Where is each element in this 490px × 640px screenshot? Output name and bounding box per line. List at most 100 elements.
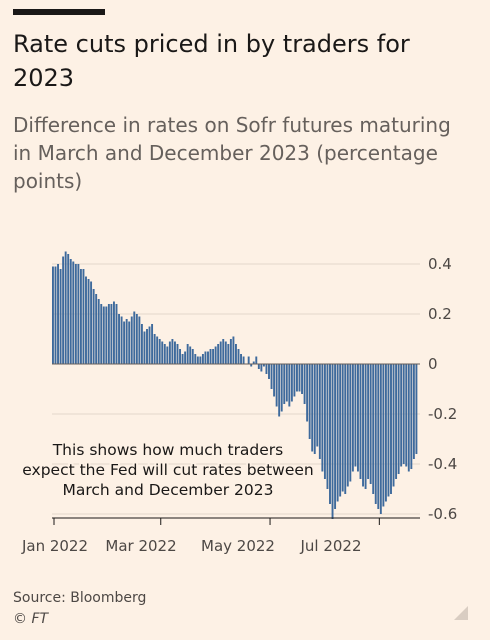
bar — [52, 266, 54, 364]
bar — [189, 346, 192, 364]
bar — [407, 364, 410, 472]
bar — [402, 364, 405, 464]
bar — [69, 259, 72, 364]
bar — [102, 306, 105, 364]
bar — [326, 364, 329, 489]
bar — [397, 364, 400, 474]
bar — [374, 364, 377, 504]
bar — [268, 364, 270, 379]
bar — [224, 341, 227, 364]
bar — [387, 364, 390, 497]
bar — [336, 364, 339, 502]
x-tick-label: May 2022 — [201, 537, 275, 555]
bar — [334, 364, 337, 509]
chart-title: Rate cuts priced in by traders for 2023 — [13, 30, 410, 92]
bar — [194, 354, 197, 364]
bar — [72, 261, 75, 364]
bar — [280, 364, 283, 412]
bar — [54, 266, 57, 364]
bar — [85, 276, 87, 364]
bar — [273, 364, 276, 397]
bar — [67, 254, 70, 364]
bar — [329, 364, 331, 504]
bar — [212, 349, 215, 364]
bar — [359, 364, 362, 479]
bar — [57, 264, 59, 364]
bar — [204, 351, 207, 364]
bar — [255, 356, 258, 364]
y-tick-labels: 0.4 0.2 0 -0.2 -0.4 -0.6 — [428, 255, 457, 523]
bar — [288, 364, 291, 407]
y-tick-label: -0.2 — [428, 405, 457, 423]
bar — [74, 264, 77, 364]
bar — [410, 364, 413, 469]
bar — [118, 314, 120, 364]
y-tick-label: 0.2 — [428, 305, 452, 323]
bar — [107, 304, 110, 364]
bar — [283, 364, 286, 404]
bar — [176, 344, 179, 364]
x-tick-label: Jan 2022 — [21, 537, 88, 555]
bar — [214, 346, 217, 364]
bar — [354, 364, 357, 467]
bar — [133, 311, 136, 364]
bar — [100, 304, 103, 364]
bar — [219, 341, 222, 364]
bar — [395, 364, 398, 479]
bar — [346, 364, 349, 487]
y-tick-label: -0.6 — [428, 505, 457, 523]
y-tick-label: 0.4 — [428, 255, 452, 273]
bar — [201, 354, 204, 364]
bar — [415, 364, 418, 454]
bar — [135, 314, 138, 364]
bar — [115, 304, 118, 364]
annotation-line: March and December 2023 — [62, 481, 273, 499]
bar — [349, 364, 352, 482]
bar — [143, 331, 146, 364]
bar — [222, 339, 225, 364]
bar — [260, 364, 263, 372]
bar — [120, 316, 123, 364]
bar-series — [52, 251, 418, 519]
bar — [77, 264, 80, 364]
chart-annotation: This shows how much traders expect the Fe… — [20, 439, 315, 501]
bar — [166, 346, 169, 364]
bar — [362, 364, 364, 487]
bar — [270, 364, 273, 389]
bar — [130, 316, 133, 364]
bar — [209, 349, 212, 364]
bar — [321, 364, 324, 472]
bar — [113, 301, 115, 364]
bar — [232, 336, 235, 364]
bar — [207, 351, 209, 364]
bar — [318, 364, 321, 459]
bar — [308, 364, 311, 439]
bar — [242, 356, 245, 364]
bar — [59, 269, 62, 364]
bar — [171, 339, 174, 364]
bar — [90, 281, 93, 364]
bar — [179, 349, 181, 364]
bar — [357, 364, 359, 472]
source-note: Source: Bloomberg — [13, 590, 147, 606]
bar — [158, 339, 161, 364]
bar — [384, 364, 387, 502]
bar — [125, 319, 128, 364]
bar — [95, 294, 98, 364]
bar — [262, 364, 265, 367]
bar — [229, 339, 232, 364]
bar — [163, 344, 166, 364]
bar — [217, 344, 220, 364]
annotation-line: expect the Fed will cut rates between — [22, 461, 313, 479]
bar — [237, 349, 240, 364]
bar — [235, 344, 237, 364]
bar — [372, 364, 375, 494]
bar — [110, 304, 113, 364]
bar — [265, 364, 268, 374]
bar — [392, 364, 395, 487]
bar — [341, 364, 344, 492]
bar — [257, 364, 260, 369]
bar — [153, 334, 156, 364]
annotation-line: This shows how much traders — [52, 441, 284, 459]
bar — [400, 364, 403, 467]
